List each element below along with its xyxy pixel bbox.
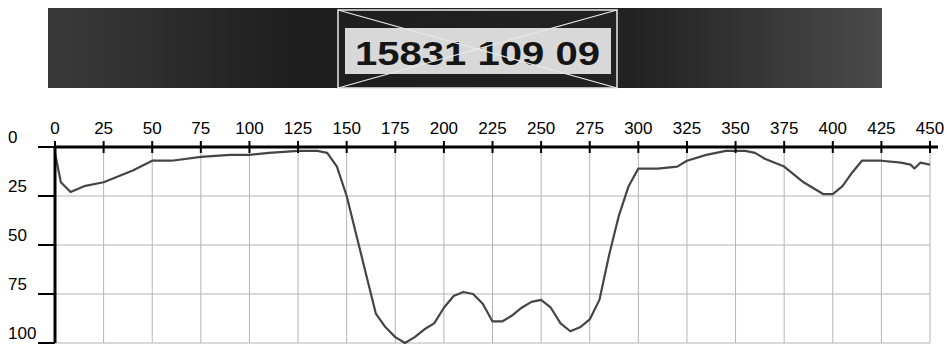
plot-area	[55, 151, 930, 343]
y-tick	[38, 146, 55, 148]
x-tick	[200, 141, 202, 153]
y-tick-label: 100	[8, 324, 36, 343]
x-tick-label: 175	[381, 119, 409, 138]
x-tick	[589, 141, 591, 153]
figure: 15831 109 090255075100125150175200225250…	[0, 0, 952, 347]
y-tick-label: 50	[8, 226, 27, 245]
x-tick-label: 25	[94, 119, 113, 138]
x-tick	[492, 141, 494, 153]
y-tick-label: 25	[8, 177, 27, 196]
x-tick-label: 100	[235, 119, 263, 138]
grid-line	[55, 245, 930, 246]
x-tick	[394, 141, 396, 153]
y-tick	[38, 293, 55, 295]
x-tick-label: 300	[624, 119, 652, 138]
grid-line	[55, 343, 930, 344]
x-tick-label: 125	[284, 119, 312, 138]
x-tick-label: 150	[332, 119, 360, 138]
plate-text: 15831 109 09	[355, 34, 600, 72]
x-axis	[55, 146, 938, 149]
x-tick	[880, 141, 882, 153]
plate-box	[338, 10, 617, 88]
x-tick-label: 225	[478, 119, 506, 138]
plate	[345, 28, 611, 74]
x-tick	[297, 141, 299, 153]
y-tick-label: 0	[8, 128, 17, 147]
x-tick-label: 200	[430, 119, 458, 138]
x-tick	[346, 141, 348, 153]
x-tick	[686, 141, 688, 153]
x-tick-label: 400	[819, 119, 847, 138]
cross-line	[338, 10, 617, 88]
x-tick	[443, 141, 445, 153]
cross-line	[338, 10, 617, 88]
grid-line	[55, 294, 930, 295]
x-tick-label: 275	[576, 119, 604, 138]
x-tick-label: 450	[916, 119, 944, 138]
x-tick	[540, 141, 542, 153]
grid-line	[55, 196, 930, 197]
x-tick-label: 75	[191, 119, 210, 138]
data-line	[55, 151, 930, 343]
x-tick-label: 325	[673, 119, 701, 138]
photo	[48, 8, 882, 88]
x-tick	[248, 141, 250, 153]
y-tick-label: 75	[8, 275, 27, 294]
x-tick	[103, 141, 105, 153]
x-tick-label: 425	[867, 119, 895, 138]
x-tick	[929, 141, 931, 153]
y-tick	[38, 342, 55, 344]
x-tick-label: 50	[143, 119, 162, 138]
x-tick-label: 250	[527, 119, 555, 138]
y-tick	[38, 244, 55, 246]
x-tick-label: 350	[721, 119, 749, 138]
x-tick	[151, 141, 153, 153]
x-tick	[832, 141, 834, 153]
x-tick	[637, 141, 639, 153]
x-tick-label: 0	[50, 119, 59, 138]
y-tick	[38, 195, 55, 197]
x-tick	[783, 141, 785, 153]
x-tick	[735, 141, 737, 153]
x-tick-label: 375	[770, 119, 798, 138]
